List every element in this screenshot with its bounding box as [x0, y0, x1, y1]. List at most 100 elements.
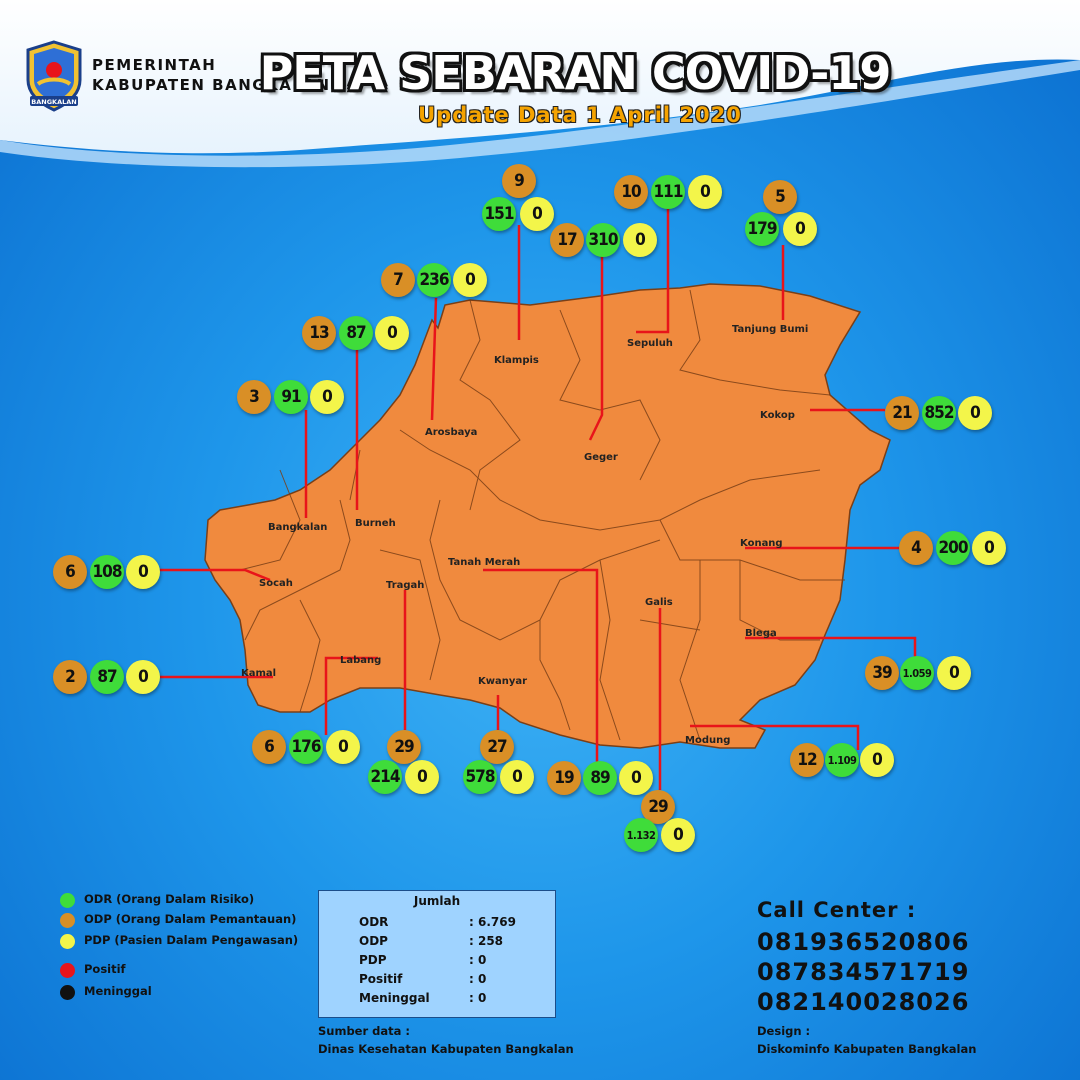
- district-label-tragah: Tragah: [386, 580, 425, 591]
- leader-line-modung: [690, 724, 860, 750]
- district-label-konang: Konang: [740, 538, 783, 549]
- pdp-count-blega: 0: [937, 656, 971, 690]
- pdp-count-modung: 0: [860, 743, 894, 777]
- district-label-kokop: Kokop: [760, 410, 795, 421]
- odr-count-kwanyar: 578: [463, 760, 497, 794]
- pdp-count-geger: 0: [623, 223, 657, 257]
- bangkalan-crest-logo: BANGKALAN: [26, 40, 82, 112]
- odp-count-kokop: 21: [885, 396, 919, 430]
- odp-count-kwanyar: 27: [480, 730, 514, 764]
- odr-count-sepuluh: 111: [651, 175, 685, 209]
- regency-outline: [204, 283, 891, 749]
- district-label-arosbaya: Arosbaya: [425, 427, 478, 438]
- summary-row-label-2: PDP: [359, 953, 387, 967]
- summary-row-value-2: : 0: [469, 953, 487, 967]
- leader-line-sepuluh: [636, 190, 670, 334]
- pdp-count-burneh: 0: [375, 316, 409, 350]
- pdp-count-tragah: 0: [405, 760, 439, 794]
- legend-swatch-3: [60, 963, 75, 978]
- district-label-socah: Socah: [259, 578, 293, 589]
- legend-swatch-4: [60, 985, 75, 1000]
- odp-count-kamal: 2: [53, 660, 87, 694]
- odp-count-tragah: 29: [387, 730, 421, 764]
- page-title: PETA SEBARAN COVID-19: [259, 46, 892, 100]
- pdp-count-konang: 0: [972, 531, 1006, 565]
- legend-label-4: Meninggal: [84, 984, 152, 998]
- page-subtitle: Update Data 1 April 2020: [418, 103, 742, 127]
- district-label-galis: Galis: [645, 597, 673, 608]
- district-label-klampis: Klampis: [494, 355, 539, 366]
- odr-count-klampis: 151: [482, 197, 516, 231]
- leader-line-socah: [160, 568, 271, 582]
- odr-count-labang: 176: [289, 730, 323, 764]
- leader-line-arosbaya: [430, 297, 438, 421]
- pdp-count-labang: 0: [326, 730, 360, 764]
- odr-count-konang: 200: [936, 531, 970, 565]
- odp-count-arosbaya: 7: [381, 263, 415, 297]
- district-label-tanjung-bumi: Tanjung Bumi: [732, 324, 809, 335]
- summary-row-label-1: ODP: [359, 934, 388, 948]
- odp-count-blega: 39: [865, 656, 899, 690]
- summary-row-value-1: : 258: [469, 934, 504, 948]
- district-label-burneh: Burneh: [355, 518, 396, 529]
- odr-count-galis: 1.132: [624, 818, 658, 852]
- leader-line-labang: [324, 656, 378, 735]
- pdp-count-tanjung-bumi: 0: [783, 212, 817, 246]
- pdp-count-bangkalan: 0: [310, 380, 344, 414]
- pdp-count-sepuluh: 0: [688, 175, 722, 209]
- gov-line-1: PEMERINTAH: [92, 56, 217, 74]
- summary-row-label-3: Positif: [359, 972, 403, 986]
- odr-count-burneh: 87: [339, 316, 373, 350]
- odp-count-socah: 6: [53, 555, 87, 589]
- pdp-count-kwanyar: 0: [500, 760, 534, 794]
- gov-line-2: KABUPATEN BANGKALAN: [92, 76, 331, 94]
- legend-swatch-2: [60, 934, 75, 949]
- summary-title: Jumlah: [413, 894, 461, 908]
- summary-row-value-4: : 0: [469, 991, 487, 1005]
- odr-count-tanah-merah: 89: [583, 761, 617, 795]
- district-label-sepuluh: Sepuluh: [627, 338, 673, 349]
- call-center-title: Call Center :: [757, 898, 917, 922]
- odr-count-tanjung-bumi: 179: [745, 212, 779, 246]
- summary-box: Jumlah ODR : 6.769 ODP : 258 PDP : 0 Positif : …: [318, 890, 556, 1018]
- summary-row-value-3: : 0: [469, 972, 487, 986]
- pdp-count-kokop: 0: [958, 396, 992, 430]
- odr-count-bangkalan: 91: [274, 380, 308, 414]
- district-label-kamal: Kamal: [241, 668, 277, 679]
- pdp-count-arosbaya: 0: [453, 263, 487, 297]
- government-name: PEMERINTAH KABUPATEN BANGKALAN: [92, 55, 331, 95]
- summary-row-value-0: : 6.769: [469, 915, 516, 929]
- odr-count-kokop: 852: [922, 396, 956, 430]
- legend-swatch-1: [60, 913, 75, 928]
- summary-row-label-0: ODR: [359, 915, 389, 929]
- odr-count-tragah: 214: [368, 760, 402, 794]
- leader-line-tanah-merah: [483, 568, 599, 765]
- source-label: Sumber data :: [318, 1024, 411, 1038]
- leader-line-blega: [745, 636, 917, 660]
- header-wave-band: [0, 0, 1080, 168]
- odp-count-modung: 12: [790, 743, 824, 777]
- district-label-labang: Labang: [340, 655, 382, 666]
- design-value: Diskominfo Kabupaten Bangkalan: [757, 1042, 977, 1056]
- call-center-number-1: 081936520806: [757, 928, 970, 956]
- call-center-number-2: 087834571719: [757, 958, 970, 986]
- district-label-blega: Blega: [745, 628, 777, 639]
- odp-count-sepuluh: 10: [614, 175, 648, 209]
- odr-count-modung: 1.109: [825, 743, 859, 777]
- odp-count-klampis: 9: [502, 164, 536, 198]
- district-label-bangkalan: Bangkalan: [268, 522, 328, 533]
- summary-row-label-4: Meninggal: [359, 991, 430, 1005]
- pdp-count-kamal: 0: [126, 660, 160, 694]
- odp-count-burneh: 13: [302, 316, 336, 350]
- pdp-count-klampis: 0: [520, 197, 554, 231]
- odr-count-blega: 1.059: [900, 656, 934, 690]
- leader-line-geger: [588, 255, 604, 441]
- odp-count-konang: 4: [899, 531, 933, 565]
- odp-count-labang: 6: [252, 730, 286, 764]
- legend-label-2: PDP (Pasien Dalam Pengawasan): [84, 933, 299, 947]
- odp-count-tanjung-bumi: 5: [763, 180, 797, 214]
- district-label-modung: Modung: [685, 735, 731, 746]
